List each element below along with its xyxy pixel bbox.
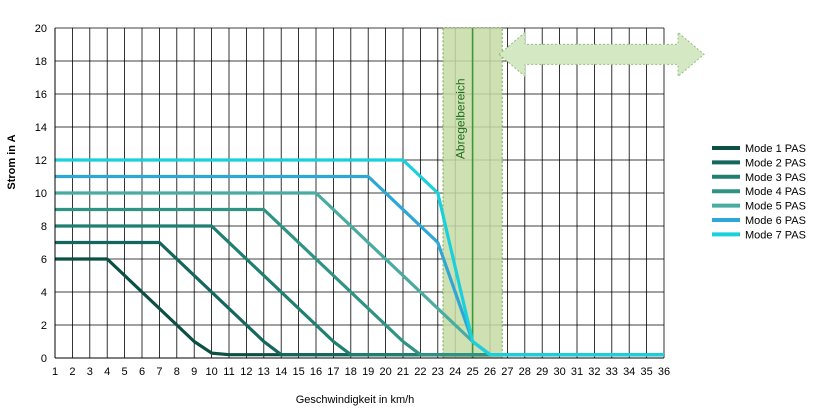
x-tick-label: 18 (345, 366, 357, 378)
x-tick-label: 12 (240, 366, 252, 378)
x-tick-label: 1 (52, 366, 58, 378)
x-tick-label: 20 (379, 366, 391, 378)
abregel-region: Abregelbereich (442, 27, 705, 359)
x-tick-label: 14 (275, 366, 287, 378)
x-tick-label: 8 (174, 366, 180, 378)
x-tick-label: 6 (139, 366, 145, 378)
y-tick-label: 4 (41, 287, 47, 299)
x-tick-label: 25 (466, 366, 478, 378)
series-lines (55, 158, 664, 357)
y-tick-label: 20 (35, 23, 47, 35)
x-tick-label: 13 (258, 366, 270, 378)
x-tick-label: 11 (223, 366, 234, 378)
x-tick-label: 27 (501, 366, 513, 378)
series-line-mode-6 (55, 174, 664, 357)
x-tick-label: 30 (553, 366, 565, 378)
series-line-mode-7 (55, 158, 664, 357)
x-tick-label: 26 (484, 366, 496, 378)
x-axis-title: Geschwindigkeit in km/h (296, 394, 415, 406)
x-tick-label: 32 (588, 366, 600, 378)
x-tick-label: 35 (640, 366, 652, 378)
x-tick-label: 2 (69, 366, 75, 378)
region-label: Abregelbereich (454, 78, 468, 159)
x-tick-label: 7 (156, 366, 162, 378)
x-tick-label: 29 (536, 366, 548, 378)
double-arrow-icon (498, 31, 705, 78)
series-line-mode-3 (55, 224, 664, 357)
y-tick-label: 14 (35, 122, 47, 134)
legend-label: Mode 6 PAS (745, 215, 806, 227)
y-tick-label: 18 (35, 56, 47, 68)
x-tick-label: 15 (292, 366, 304, 378)
series-line-mode-1 (55, 257, 664, 357)
legend-label: Mode 7 PAS (745, 229, 806, 241)
x-tick-label: 9 (191, 366, 197, 378)
legend-label: Mode 5 PAS (745, 201, 806, 213)
x-tick-label: 5 (122, 366, 128, 378)
y-tick-label: 12 (35, 155, 47, 167)
x-tick-label: 19 (362, 366, 374, 378)
x-tick-label: 24 (449, 366, 461, 378)
x-tick-label: 34 (623, 366, 635, 378)
y-tick-label: 6 (41, 254, 47, 266)
x-tick-label: 4 (104, 366, 110, 378)
legend: Mode 1 PAS Mode 2 PAS Mode 3 PAS Mode 4 PAS… (712, 143, 806, 241)
legend-label: Mode 4 PAS (745, 186, 806, 198)
x-tick-label: 33 (606, 366, 618, 378)
x-tick-labels: 1 2 3 4 5 6 7 8 9 10 11 12 13 14 15 16 17 18 19 20 21 22 23 24 2… (52, 366, 670, 378)
y-tick-label: 0 (41, 353, 47, 365)
y-tick-label: 2 (41, 320, 47, 332)
x-tick-label: 22 (414, 366, 426, 378)
series-line-mode-4 (55, 207, 664, 357)
legend-label: Mode 1 PAS (745, 143, 806, 155)
x-tick-label: 23 (432, 366, 444, 378)
legend-label: Mode 2 PAS (745, 157, 806, 169)
axes (54, 28, 664, 359)
x-tick-label: 21 (397, 366, 409, 378)
x-tick-label: 36 (658, 366, 670, 378)
x-tick-label: 28 (519, 366, 531, 378)
legend-label: Mode 3 PAS (745, 172, 806, 184)
x-tick-label: 16 (310, 366, 322, 378)
y-tick-label: 16 (35, 89, 47, 101)
x-tick-label: 31 (571, 366, 583, 378)
x-tick-label: 17 (327, 366, 339, 378)
x-tick-label: 10 (205, 366, 217, 378)
series-line-mode-5 (55, 191, 664, 357)
x-tick-label: 3 (87, 366, 93, 378)
y-tick-label: 8 (41, 221, 47, 233)
y-axis-title: Strom in A (6, 134, 18, 189)
y-tick-labels: 0 2 4 6 8 10 12 14 16 18 20 (35, 23, 47, 365)
y-tick-label: 10 (35, 188, 47, 200)
